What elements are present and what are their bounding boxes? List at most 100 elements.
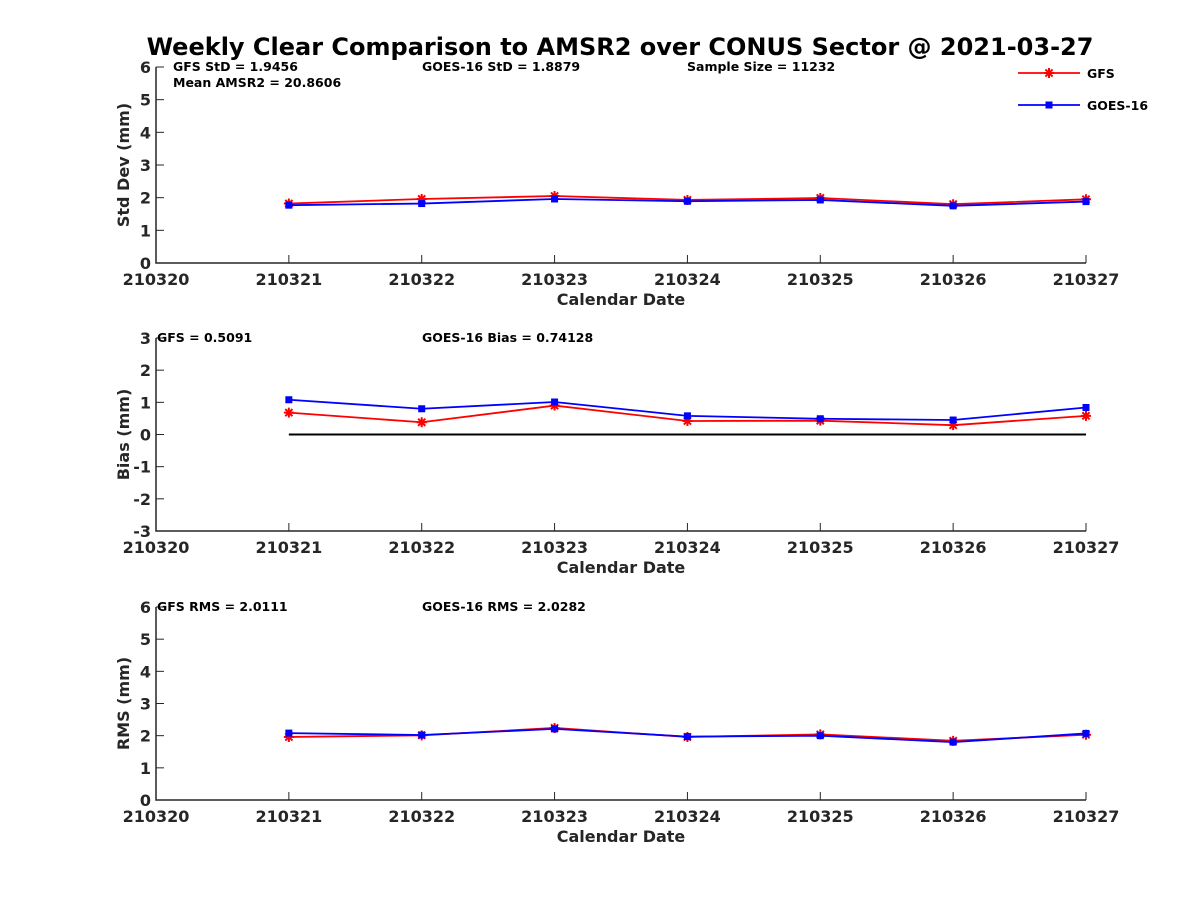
data-point-goes-16 xyxy=(949,202,957,210)
y-tick-label: 0 xyxy=(140,791,151,810)
stat-annotation: GFS RMS = 2.0111 xyxy=(157,599,288,614)
y-tick-label: 2 xyxy=(140,189,151,208)
x-axis-label: Calendar Date xyxy=(557,558,686,577)
data-point-goes-16 xyxy=(418,405,426,413)
data-point-goes-16 xyxy=(551,725,559,733)
y-tick-label: 3 xyxy=(140,695,151,714)
data-point-goes-16 xyxy=(1082,729,1090,737)
data-point-gfs xyxy=(283,407,294,418)
panel-rms: 0 1 2 3 4 5 6 210320 210321 210322 210323 210324 210… xyxy=(114,598,1119,846)
x-tick-label: 210327 xyxy=(1053,538,1120,557)
stat-annotation: GOES-16 Bias = 0.74128 xyxy=(422,330,593,345)
data-point-gfs xyxy=(682,415,693,426)
data-point-gfs xyxy=(549,400,560,411)
y-tick-label: -3 xyxy=(133,522,151,541)
data-point-goes-16 xyxy=(285,729,293,737)
x-tick-label: 210322 xyxy=(388,807,455,826)
x-tick-label: 210324 xyxy=(654,538,721,557)
data-point-goes-16 xyxy=(683,733,691,741)
data-point-gfs xyxy=(416,417,427,428)
legend-label-gfs: GFS xyxy=(1087,66,1115,81)
data-point-goes-16 xyxy=(949,416,957,424)
panel-stddev: 0 1 2 3 4 5 6 210320 210321 210322 210323 210324 210… xyxy=(114,58,1119,309)
y-tick-label: 1 xyxy=(140,759,151,778)
y-tick-label: -2 xyxy=(133,490,151,509)
x-tick-label: 210320 xyxy=(123,807,190,826)
data-point-goes-16 xyxy=(816,415,824,423)
x-tick-label: 210327 xyxy=(1053,807,1120,826)
y-tick-label: 6 xyxy=(140,598,151,617)
y-tick-label: 1 xyxy=(140,221,151,240)
x-tick-label: 210320 xyxy=(123,538,190,557)
data-point-goes-16 xyxy=(683,412,691,420)
data-point-gfs xyxy=(283,731,294,742)
data-point-goes-16 xyxy=(285,396,293,404)
x-tick-label: 210321 xyxy=(255,807,322,826)
legend-label-goes-16: GOES-16 xyxy=(1087,98,1148,113)
data-point-gfs xyxy=(948,420,959,431)
x-tick-label: 210325 xyxy=(787,807,854,826)
y-tick-label: 0 xyxy=(140,254,151,273)
stat-annotation: GFS = 0.5091 xyxy=(157,330,252,345)
data-point-goes-16 xyxy=(1082,198,1090,206)
y-tick-label: 2 xyxy=(140,727,151,746)
panel-bias: -3 -2 -1 0 1 2 3 210320 210321 210322 210323 210324… xyxy=(114,329,1119,577)
data-point-goes-16 xyxy=(418,731,426,739)
chart-title: Weekly Clear Comparison to AMSR2 over CO… xyxy=(147,33,1094,61)
y-tick-label: 1 xyxy=(140,393,151,412)
x-axis-label: Calendar Date xyxy=(557,290,686,309)
x-tick-label: 210326 xyxy=(920,270,987,289)
x-tick-label: 210325 xyxy=(787,270,854,289)
axes-rms xyxy=(155,607,1086,801)
x-tick-label: 210326 xyxy=(920,538,987,557)
x-tick-label: 210323 xyxy=(521,270,588,289)
x-tick-label: 210324 xyxy=(654,270,721,289)
x-tick-label: 210322 xyxy=(388,270,455,289)
y-tick-label: -1 xyxy=(133,458,151,477)
x-tick-label: 210321 xyxy=(255,270,322,289)
y-tick-label: 4 xyxy=(140,662,151,681)
x-tick-label: 210320 xyxy=(123,270,190,289)
y-tick-label: 5 xyxy=(140,91,151,110)
x-tick-label: 210326 xyxy=(920,807,987,826)
stat-annotation: Mean AMSR2 = 20.8606 xyxy=(173,75,341,90)
x-tick-label: 210322 xyxy=(388,538,455,557)
y-tick-label: 0 xyxy=(140,426,151,445)
data-point-goes-16 xyxy=(816,732,824,740)
y-axis-label: Std Dev (mm) xyxy=(114,103,133,227)
y-axis-label: RMS (mm) xyxy=(114,657,133,750)
y-tick-label: 4 xyxy=(140,123,151,142)
y-axis-label: Bias (mm) xyxy=(114,389,133,481)
x-tick-label: 210327 xyxy=(1053,270,1120,289)
stat-annotation: GOES-16 RMS = 2.0282 xyxy=(422,599,586,614)
data-point-goes-16 xyxy=(551,398,559,406)
data-point-gfs xyxy=(416,193,427,204)
data-point-goes-16 xyxy=(949,738,957,746)
y-tick-label: 5 xyxy=(140,630,151,649)
data-point-goes-16 xyxy=(683,197,691,205)
legend-marker-gfs xyxy=(1044,68,1054,78)
x-tick-label: 210323 xyxy=(521,538,588,557)
legend-marker-goes-16 xyxy=(1045,101,1053,109)
y-tick-label: 2 xyxy=(140,361,151,380)
data-point-gfs xyxy=(1081,410,1091,421)
stat-annotation: GFS StD = 1.9456 xyxy=(173,59,298,74)
y-tick-label: 3 xyxy=(140,156,151,175)
x-tick-label: 210323 xyxy=(521,807,588,826)
x-tick-label: 210324 xyxy=(654,807,721,826)
data-point-goes-16 xyxy=(418,200,426,208)
x-axis-label: Calendar Date xyxy=(557,827,686,846)
data-point-goes-16 xyxy=(816,196,824,204)
stat-annotation: Sample Size = 11232 xyxy=(687,59,835,74)
data-point-goes-16 xyxy=(285,201,293,209)
axes-stddev xyxy=(155,67,1086,264)
stat-annotation: GOES-16 StD = 1.8879 xyxy=(422,59,580,74)
x-tick-label: 210321 xyxy=(255,538,322,557)
y-tick-label: 6 xyxy=(140,58,151,77)
y-tick-label: 3 xyxy=(140,329,151,348)
legend: GFS GOES-16 xyxy=(1018,66,1148,113)
data-point-goes-16 xyxy=(1082,403,1090,411)
x-tick-label: 210325 xyxy=(787,538,854,557)
data-point-goes-16 xyxy=(551,195,559,203)
